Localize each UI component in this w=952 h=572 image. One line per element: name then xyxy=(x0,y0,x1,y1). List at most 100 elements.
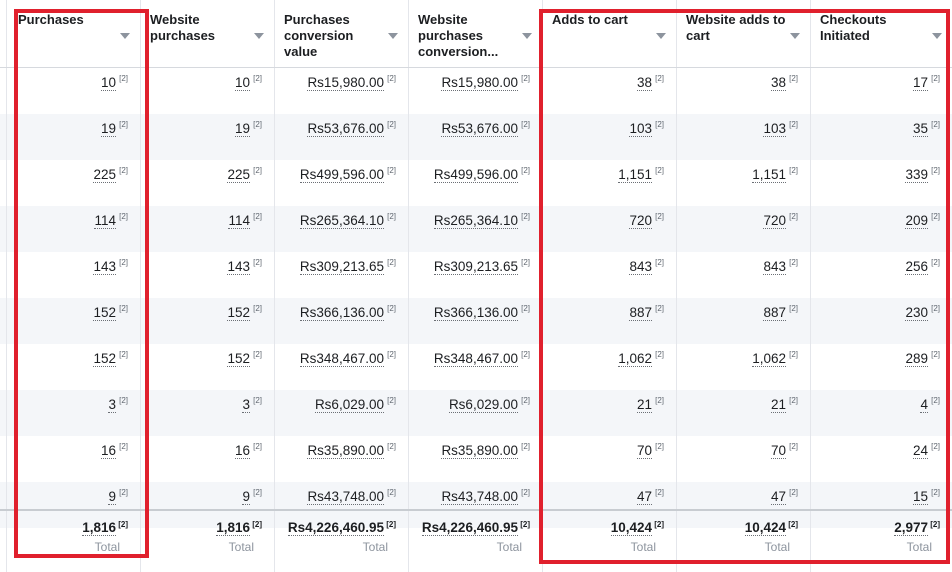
metric-value[interactable]: Rs53,676.00 xyxy=(441,121,518,137)
footnote-marker[interactable]: [2] xyxy=(655,74,664,83)
metric-value[interactable]: 16 xyxy=(100,443,116,459)
total-value[interactable]: 10,424 xyxy=(744,520,786,536)
total-value[interactable]: 2,977 xyxy=(894,520,928,536)
footnote-marker[interactable]: [2] xyxy=(520,520,530,529)
metric-value[interactable]: 15 xyxy=(912,489,928,505)
metric-value[interactable]: 47 xyxy=(770,489,786,505)
footnote-marker[interactable]: [2] xyxy=(931,120,940,129)
metric-value[interactable]: 143 xyxy=(93,259,116,275)
metric-value[interactable]: Rs309,213.65 xyxy=(299,259,384,275)
footnote-marker[interactable]: [2] xyxy=(386,520,396,529)
footnote-marker[interactable]: [2] xyxy=(655,304,664,313)
footnote-marker[interactable]: [2] xyxy=(654,520,664,529)
metric-value[interactable]: 152 xyxy=(93,351,116,367)
footnote-marker[interactable]: [2] xyxy=(253,350,262,359)
footnote-marker[interactable]: [2] xyxy=(119,120,128,129)
footnote-marker[interactable]: [2] xyxy=(521,166,530,175)
footnote-marker[interactable]: [2] xyxy=(253,258,262,267)
footnote-marker[interactable]: [2] xyxy=(655,258,664,267)
footnote-marker[interactable]: [2] xyxy=(788,520,798,529)
metric-value[interactable]: Rs15,980.00 xyxy=(307,75,384,91)
metric-value[interactable]: 21 xyxy=(636,397,652,413)
footnote-marker[interactable]: [2] xyxy=(931,212,940,221)
chevron-down-icon[interactable] xyxy=(254,33,264,39)
metric-value[interactable]: Rs43,748.00 xyxy=(441,489,518,505)
footnote-marker[interactable]: [2] xyxy=(387,442,396,451)
footnote-marker[interactable]: [2] xyxy=(119,350,128,359)
total-value[interactable]: 1,816 xyxy=(216,520,250,536)
metric-value[interactable]: Rs35,890.00 xyxy=(441,443,518,459)
chevron-down-icon[interactable] xyxy=(790,33,800,39)
column-header-website_purchases_conv[interactable]: Website purchases conversion... xyxy=(408,0,542,67)
metric-value[interactable]: 720 xyxy=(629,213,652,229)
footnote-marker[interactable]: [2] xyxy=(521,258,530,267)
footnote-marker[interactable]: [2] xyxy=(521,442,530,451)
metric-value[interactable]: 3 xyxy=(108,397,116,413)
metric-value[interactable]: 21 xyxy=(770,397,786,413)
metric-value[interactable]: 47 xyxy=(636,489,652,505)
footnote-marker[interactable]: [2] xyxy=(119,212,128,221)
metric-value[interactable]: Rs309,213.65 xyxy=(433,259,518,275)
metric-value[interactable]: 114 xyxy=(94,213,116,229)
metric-value[interactable]: 38 xyxy=(636,75,652,91)
metric-value[interactable]: 843 xyxy=(629,259,652,275)
metric-value[interactable]: 103 xyxy=(763,121,786,137)
footnote-marker[interactable]: [2] xyxy=(387,396,396,405)
footnote-marker[interactable]: [2] xyxy=(253,442,262,451)
metric-value[interactable]: 225 xyxy=(227,167,250,183)
metric-value[interactable]: 10 xyxy=(234,75,250,91)
metric-value[interactable]: 19 xyxy=(100,121,116,137)
total-value[interactable]: Rs4,226,460.95 xyxy=(421,520,518,536)
footnote-marker[interactable]: [2] xyxy=(931,442,940,451)
metric-value[interactable]: 70 xyxy=(636,443,652,459)
total-value[interactable]: 10,424 xyxy=(610,520,652,536)
chevron-down-icon[interactable] xyxy=(522,33,532,39)
column-header-purchases_conv_value[interactable]: Purchases conversion value xyxy=(274,0,408,67)
metric-value[interactable]: 152 xyxy=(227,351,250,367)
metric-value[interactable]: Rs6,029.00 xyxy=(314,397,384,413)
metric-value[interactable]: Rs366,136.00 xyxy=(299,305,384,321)
footnote-marker[interactable]: [2] xyxy=(387,350,396,359)
footnote-marker[interactable]: [2] xyxy=(789,120,798,129)
metric-value[interactable]: Rs265,364.10 xyxy=(433,213,518,229)
metric-value[interactable]: 230 xyxy=(905,305,928,321)
metric-value[interactable]: 103 xyxy=(629,121,652,137)
footnote-marker[interactable]: [2] xyxy=(118,520,128,529)
metric-value[interactable]: 143 xyxy=(227,259,250,275)
footnote-marker[interactable]: [2] xyxy=(521,396,530,405)
footnote-marker[interactable]: [2] xyxy=(931,166,940,175)
metric-value[interactable]: Rs53,676.00 xyxy=(307,121,384,137)
column-header-adds_to_cart[interactable]: Adds to cart xyxy=(542,0,676,67)
metric-value[interactable]: 887 xyxy=(763,305,786,321)
footnote-marker[interactable]: [2] xyxy=(119,442,128,451)
metric-value[interactable]: Rs43,748.00 xyxy=(307,489,384,505)
footnote-marker[interactable]: [2] xyxy=(521,212,530,221)
metric-value[interactable]: 9 xyxy=(242,489,250,505)
footnote-marker[interactable]: [2] xyxy=(521,74,530,83)
metric-value[interactable]: 9 xyxy=(108,489,116,505)
footnote-marker[interactable]: [2] xyxy=(931,258,940,267)
footnote-marker[interactable]: [2] xyxy=(387,258,396,267)
metric-value[interactable]: 38 xyxy=(770,75,786,91)
metric-value[interactable]: 10 xyxy=(100,75,116,91)
footnote-marker[interactable]: [2] xyxy=(253,396,262,405)
footnote-marker[interactable]: [2] xyxy=(789,74,798,83)
metric-value[interactable]: 1,151 xyxy=(618,167,652,183)
footnote-marker[interactable]: [2] xyxy=(655,350,664,359)
total-value[interactable]: Rs4,226,460.95 xyxy=(287,520,384,536)
footnote-marker[interactable]: [2] xyxy=(931,74,940,83)
chevron-down-icon[interactable] xyxy=(932,33,942,39)
footnote-marker[interactable]: [2] xyxy=(119,304,128,313)
footnote-marker[interactable]: [2] xyxy=(387,304,396,313)
column-header-purchases[interactable]: Purchases xyxy=(6,0,140,67)
metric-value[interactable]: 4 xyxy=(920,397,928,413)
column-header-website_adds_to_cart[interactable]: Website adds to cart xyxy=(676,0,810,67)
footnote-marker[interactable]: [2] xyxy=(931,304,940,313)
metric-value[interactable]: 3 xyxy=(242,397,250,413)
footnote-marker[interactable]: [2] xyxy=(387,166,396,175)
metric-value[interactable]: 17 xyxy=(912,75,928,91)
metric-value[interactable]: Rs6,029.00 xyxy=(448,397,518,413)
footnote-marker[interactable]: [2] xyxy=(387,120,396,129)
footnote-marker[interactable]: [2] xyxy=(789,166,798,175)
footnote-marker[interactable]: [2] xyxy=(387,74,396,83)
